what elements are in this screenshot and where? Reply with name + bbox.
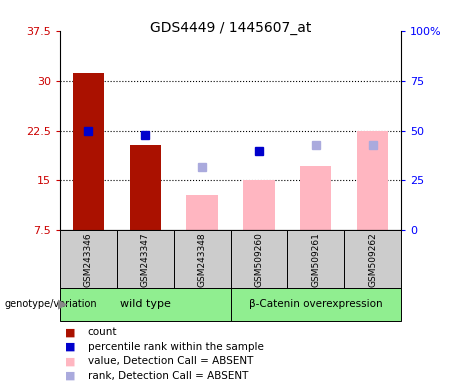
Text: ■: ■ — [65, 356, 75, 366]
Text: GSM243348: GSM243348 — [198, 232, 207, 286]
Text: genotype/variation: genotype/variation — [5, 299, 97, 310]
Bar — [174, 230, 230, 288]
Text: percentile rank within the sample: percentile rank within the sample — [88, 342, 264, 352]
Bar — [117, 230, 174, 288]
Text: rank, Detection Call = ABSENT: rank, Detection Call = ABSENT — [88, 371, 248, 381]
Bar — [300, 166, 331, 230]
Text: GSM509262: GSM509262 — [368, 232, 377, 286]
Text: ▶: ▶ — [58, 298, 67, 311]
Text: ■: ■ — [65, 371, 75, 381]
Text: wild type: wild type — [120, 299, 171, 310]
Text: β-Catenin overexpression: β-Catenin overexpression — [249, 299, 383, 310]
Bar — [344, 230, 401, 288]
Text: GSM509260: GSM509260 — [254, 232, 263, 286]
Text: count: count — [88, 327, 117, 337]
Bar — [186, 195, 218, 230]
Text: GSM509261: GSM509261 — [311, 232, 320, 286]
Text: GDS4449 / 1445607_at: GDS4449 / 1445607_at — [150, 21, 311, 35]
Bar — [287, 230, 344, 288]
Text: value, Detection Call = ABSENT: value, Detection Call = ABSENT — [88, 356, 253, 366]
Text: GSM243347: GSM243347 — [141, 232, 150, 286]
Bar — [60, 230, 117, 288]
Bar — [73, 73, 104, 230]
Bar — [357, 131, 388, 230]
Bar — [60, 288, 230, 321]
Bar — [243, 180, 275, 230]
Text: ■: ■ — [65, 327, 75, 337]
Bar — [230, 230, 287, 288]
Text: GSM243346: GSM243346 — [84, 232, 93, 286]
Text: ■: ■ — [65, 342, 75, 352]
Bar — [230, 288, 401, 321]
Bar — [130, 145, 161, 230]
